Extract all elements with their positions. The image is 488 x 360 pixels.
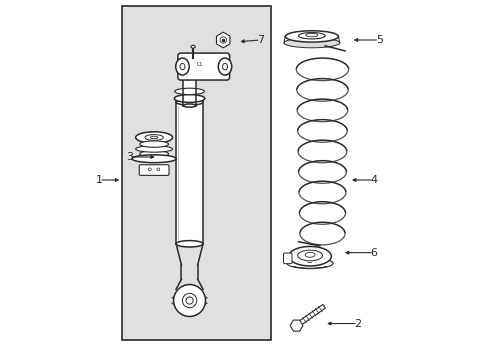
Text: 7: 7 xyxy=(256,35,264,45)
Ellipse shape xyxy=(175,58,189,75)
Text: 1: 1 xyxy=(96,175,102,185)
Ellipse shape xyxy=(305,252,314,257)
Ellipse shape xyxy=(140,141,168,147)
Bar xyxy=(176,102,203,244)
Ellipse shape xyxy=(144,135,163,140)
Ellipse shape xyxy=(135,156,172,162)
Ellipse shape xyxy=(288,247,331,266)
Ellipse shape xyxy=(220,37,226,43)
Text: 6: 6 xyxy=(369,248,377,258)
Text: 2: 2 xyxy=(354,319,361,329)
Ellipse shape xyxy=(176,99,203,105)
Bar xyxy=(122,6,270,339)
Ellipse shape xyxy=(148,168,151,171)
Ellipse shape xyxy=(183,104,196,107)
Bar xyxy=(183,59,196,105)
Text: 5: 5 xyxy=(375,35,382,45)
Ellipse shape xyxy=(222,63,227,70)
Text: L1: L1 xyxy=(197,62,203,67)
Ellipse shape xyxy=(174,95,204,102)
Ellipse shape xyxy=(150,136,158,139)
Ellipse shape xyxy=(285,31,338,42)
Ellipse shape xyxy=(174,88,204,95)
Ellipse shape xyxy=(297,250,322,261)
Ellipse shape xyxy=(173,284,205,316)
FancyBboxPatch shape xyxy=(178,53,229,80)
Ellipse shape xyxy=(157,168,160,171)
Ellipse shape xyxy=(284,38,339,48)
Ellipse shape xyxy=(183,58,196,61)
Polygon shape xyxy=(298,305,325,325)
FancyBboxPatch shape xyxy=(139,165,169,175)
Ellipse shape xyxy=(135,132,172,143)
FancyBboxPatch shape xyxy=(283,253,291,264)
Ellipse shape xyxy=(180,63,184,70)
Ellipse shape xyxy=(140,151,168,157)
Ellipse shape xyxy=(132,155,176,163)
Text: 3: 3 xyxy=(125,152,133,162)
Ellipse shape xyxy=(286,258,332,269)
Ellipse shape xyxy=(182,293,196,308)
Ellipse shape xyxy=(305,33,317,37)
Ellipse shape xyxy=(176,240,203,247)
Ellipse shape xyxy=(218,58,231,75)
Ellipse shape xyxy=(135,146,172,152)
Ellipse shape xyxy=(191,45,195,48)
Text: 4: 4 xyxy=(369,175,377,185)
Ellipse shape xyxy=(298,32,325,39)
Ellipse shape xyxy=(185,297,193,304)
